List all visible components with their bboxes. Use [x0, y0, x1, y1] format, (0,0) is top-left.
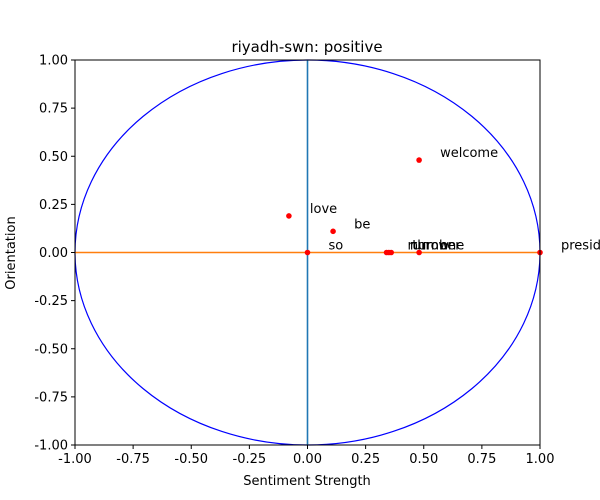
- x-tick-label: 1.00: [526, 452, 555, 467]
- point-label: love: [310, 202, 337, 217]
- x-axis-title: Sentiment Strength: [243, 474, 371, 489]
- y-tick-label: -0.75: [34, 390, 68, 405]
- x-tick-label: -0.50: [174, 452, 208, 467]
- x-tick-label: 0.75: [467, 452, 496, 467]
- point-label: so: [329, 239, 344, 254]
- data-point: [416, 249, 422, 256]
- x-tick-label: 0.50: [409, 452, 438, 467]
- y-tick-label: 1.00: [39, 54, 68, 69]
- y-tick-label: -1.00: [34, 439, 68, 454]
- point-label: one: [440, 239, 464, 254]
- data-point: [416, 157, 422, 163]
- y-tick-label: -0.25: [34, 294, 68, 309]
- x-tick-label: 0.00: [293, 452, 322, 467]
- data-point: [388, 249, 395, 256]
- point-label: run: [408, 239, 430, 254]
- y-tick-label: 0.75: [39, 102, 68, 117]
- y-axis-ticks: 1.00 0.75 0.50 0.25 0.00 -0.25 -0.50 -0.75 -1.00: [34, 54, 75, 454]
- x-tick-label: -0.25: [233, 452, 267, 467]
- y-tick-label: 0.00: [39, 246, 68, 261]
- data-point: [304, 249, 311, 256]
- x-tick-label: -1.00: [58, 452, 92, 467]
- point-label: welcome: [440, 146, 498, 161]
- x-axis-ticks: -1.00 -0.75 -0.50 -0.25 0.00 0.25 0.50 0.75 1.00: [58, 445, 554, 467]
- y-axis-title: Orientation: [4, 216, 19, 289]
- point-label: presidential: [561, 239, 600, 254]
- y-tick-label: -0.50: [34, 342, 68, 357]
- point-label: number: [410, 239, 461, 254]
- data-point: [286, 213, 292, 219]
- chart-title: riyadh-swn: positive: [231, 38, 382, 56]
- data-point: [330, 228, 336, 235]
- x-tick-label: -0.75: [116, 452, 150, 467]
- y-tick-label: 0.25: [39, 198, 68, 213]
- x-tick-label: 0.25: [351, 452, 380, 467]
- point-label: be: [354, 217, 370, 232]
- point-label: throw: [412, 239, 449, 254]
- y-tick-label: 0.50: [39, 150, 68, 165]
